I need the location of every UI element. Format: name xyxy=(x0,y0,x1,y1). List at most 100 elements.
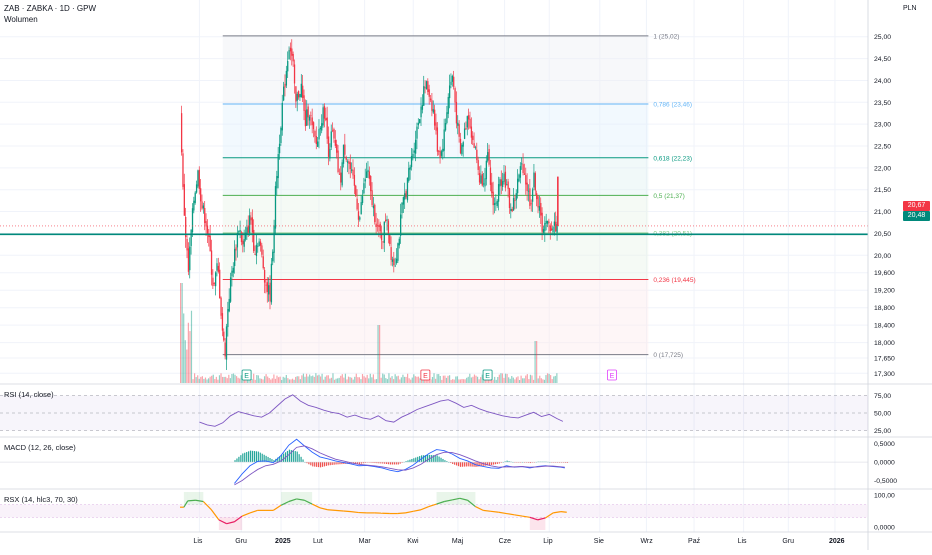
volume-bar xyxy=(272,378,273,383)
volume-bar xyxy=(253,374,254,383)
volume-bar xyxy=(525,376,526,383)
volume-bar xyxy=(192,379,193,383)
price-candle-body xyxy=(536,193,537,199)
price-axis-tick: 23,00 xyxy=(874,122,891,129)
price-candle-body xyxy=(407,178,408,200)
symbol-title[interactable]: ZAB · ZABKA · 1D · GPW xyxy=(4,4,96,13)
price-candle-body xyxy=(256,245,257,256)
price-candle-body xyxy=(302,86,303,98)
price-candle-body xyxy=(306,109,307,125)
volume-bar xyxy=(443,376,444,383)
volume-bar xyxy=(318,375,319,383)
price-candle-body xyxy=(297,94,298,101)
price-candle-body xyxy=(468,115,469,119)
price-candle-body xyxy=(310,115,311,116)
volume-bar xyxy=(186,350,187,383)
price-candle-body xyxy=(365,179,366,181)
volume-bar xyxy=(356,374,357,383)
volume-bar xyxy=(297,376,298,383)
volume-bar xyxy=(220,373,221,383)
volume-bar xyxy=(203,379,204,383)
volume-bar xyxy=(500,373,501,383)
volume-bar xyxy=(317,375,318,383)
macd-histogram-bar xyxy=(322,462,323,467)
volume-bar xyxy=(182,283,183,383)
volume-bar xyxy=(469,374,470,383)
price-candle-body xyxy=(242,241,243,245)
volume-bar xyxy=(307,377,308,383)
rsx-pane-label[interactable]: RSX (14, hlc3, 70, 30) xyxy=(4,495,78,504)
volume-bar xyxy=(360,379,361,383)
volume-bar xyxy=(234,375,235,383)
volume-bar xyxy=(536,341,537,383)
rsx-overbought-shade xyxy=(304,492,312,505)
fib-zone xyxy=(223,233,649,280)
price-candle-body xyxy=(461,145,462,154)
price-candle-body xyxy=(384,222,385,243)
macd-pane-label[interactable]: MACD (12, 26, close) xyxy=(4,443,76,452)
volume-bar xyxy=(267,377,268,383)
price-candle-body xyxy=(551,229,552,231)
volume-bar xyxy=(441,380,442,383)
macd-histogram-bar xyxy=(299,454,300,462)
price-candle-body xyxy=(195,193,196,203)
macd-histogram-bar xyxy=(423,455,424,462)
volume-bar xyxy=(497,377,498,383)
rsi-axis-tick: 25,00 xyxy=(874,428,891,435)
volume-bar xyxy=(390,378,391,383)
volume-bar xyxy=(437,374,438,383)
volume-bar xyxy=(381,378,382,383)
price-candle-body xyxy=(339,174,340,175)
volume-bar xyxy=(510,379,511,383)
volume-bar xyxy=(552,379,553,383)
macd-histogram-bar xyxy=(335,462,336,464)
price-candle-body xyxy=(370,176,371,191)
price-axis-tick: 20,50 xyxy=(874,231,891,238)
rsi-pane-label[interactable]: RSI (14, close) xyxy=(4,390,54,399)
volume-bar xyxy=(306,374,307,383)
rsi-axis-tick: 50,00 xyxy=(874,411,891,418)
volume-bar xyxy=(396,376,397,383)
macd-histogram-bar xyxy=(310,462,311,465)
rsx-overbought-shade xyxy=(452,492,460,505)
fib-zone xyxy=(223,195,649,233)
volume-bar xyxy=(419,378,420,383)
time-axis-tick: Lut xyxy=(313,538,323,545)
macd-histogram-bar xyxy=(260,453,261,462)
volume-bar xyxy=(502,373,503,383)
volume-bar xyxy=(185,340,186,383)
macd-histogram-bar xyxy=(386,462,387,464)
volume-bar xyxy=(281,380,282,383)
volume-bar xyxy=(225,377,226,383)
price-candle-body xyxy=(512,209,513,211)
volume-legend-label[interactable]: Wolumen xyxy=(4,15,38,24)
price-candle-body xyxy=(282,103,283,131)
volume-bar xyxy=(415,376,416,383)
volume-bar xyxy=(379,325,380,383)
volume-bar xyxy=(418,377,419,383)
price-candle-body xyxy=(220,298,221,316)
volume-bar xyxy=(465,379,466,383)
price-candle-body xyxy=(543,229,544,233)
price-candle-body xyxy=(386,219,387,220)
macd-histogram-bar xyxy=(283,454,284,462)
macd-histogram-bar xyxy=(252,451,253,462)
volume-bar xyxy=(463,379,464,383)
earnings-event-letter: E xyxy=(485,373,490,380)
macd-histogram-bar xyxy=(244,453,245,462)
price-candle-body xyxy=(275,186,276,229)
fib-level-label: 0,236 (19,445) xyxy=(653,277,695,284)
price-candle-body xyxy=(490,168,491,185)
price-candle-body xyxy=(250,217,251,220)
price-candle-body xyxy=(509,188,510,208)
volume-bar xyxy=(556,373,557,383)
volume-bar xyxy=(475,376,476,383)
rsx-oversold-shade xyxy=(227,517,235,530)
volume-bar xyxy=(430,379,431,383)
price-axis-tick: 21,00 xyxy=(874,209,891,216)
volume-bar xyxy=(335,379,336,383)
volume-bar xyxy=(457,376,458,383)
macd-histogram-bar xyxy=(258,452,259,463)
price-candle-body xyxy=(293,54,294,61)
rsx-overbought-shade xyxy=(196,492,204,505)
